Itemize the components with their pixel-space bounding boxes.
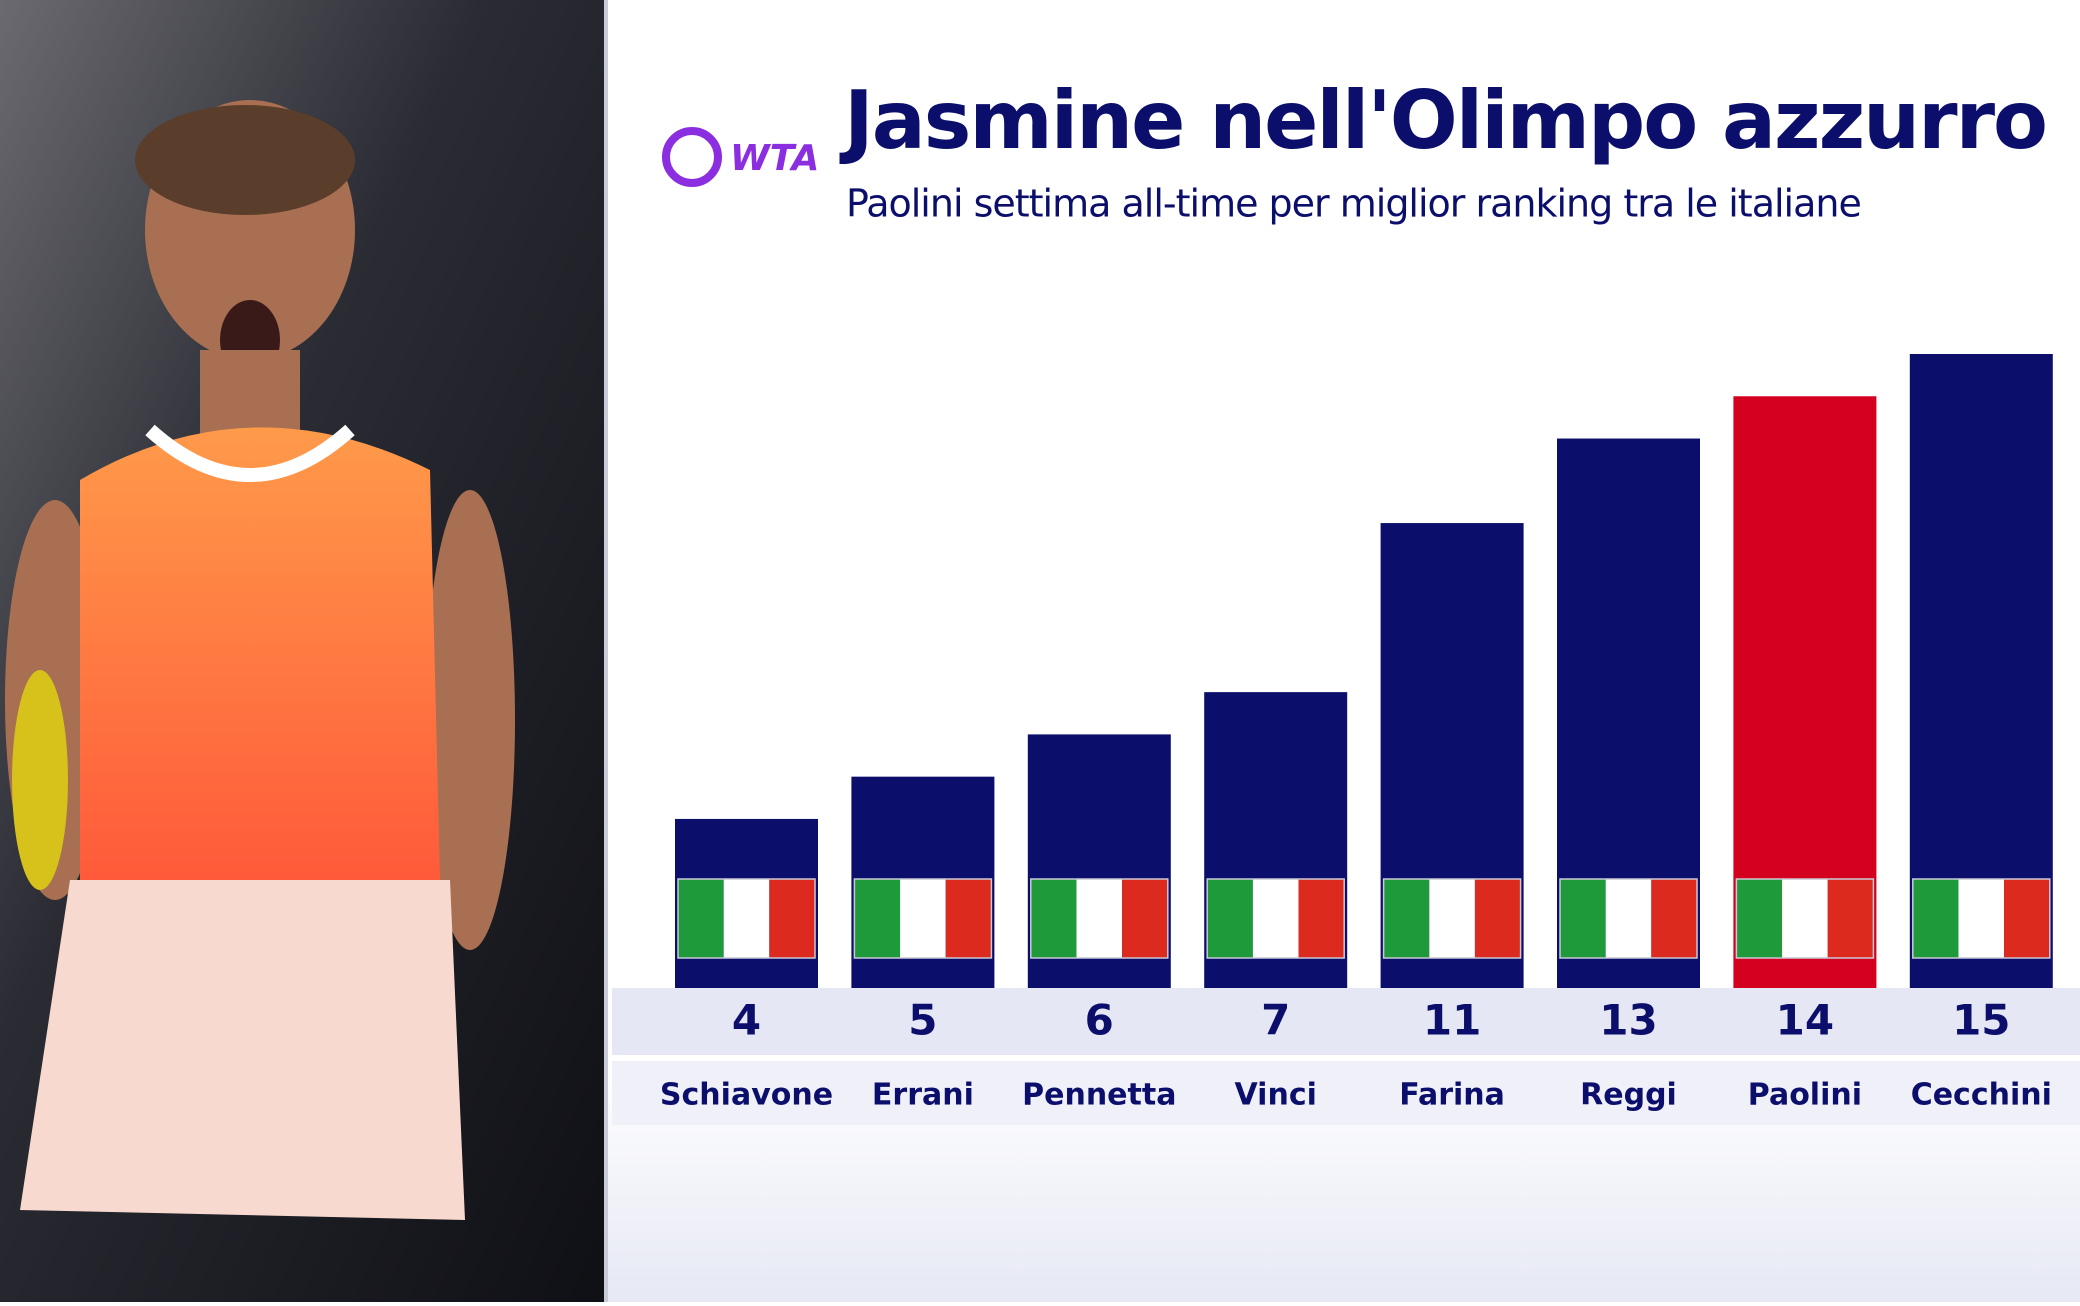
chart-title: Jasmine nell'Olimpo azzurro [839,74,2046,167]
flag-border [677,878,816,959]
flag-green [1383,879,1430,958]
flag-white [1429,879,1475,958]
x-tick-label: Errani [872,1078,974,1113]
value-label: 14 [1776,996,1834,1045]
value-label: 4 [732,996,761,1045]
value-label: 13 [1599,996,1657,1045]
name-band [612,1061,2080,1125]
flag-white [1605,879,1652,958]
flag-white [900,879,946,958]
flag-white [723,879,770,958]
value-label: 5 [908,996,937,1045]
flag-red [1122,879,1168,958]
flag-border [853,878,993,959]
x-tick-label: Pennetta [1022,1078,1176,1113]
chart-subtitle: Paolini settima all-time per miglior ran… [846,182,1861,226]
flag-red [1827,879,1874,958]
flag-green [1560,879,1606,958]
flag-red [1298,879,1345,958]
flag-red [2004,879,2050,958]
flag-green [1030,879,1077,958]
wta-logo: WTA [662,127,819,187]
flag-green [1912,879,1959,958]
flag-border [1559,878,1698,959]
x-tick-label: Paolini [1748,1078,1862,1113]
flag-border [1382,878,1522,959]
flag-white [1958,879,2005,958]
flag-border [1030,878,1169,959]
flag-green [854,879,901,958]
value-label: 6 [1085,996,1114,1045]
flag-white [1076,879,1123,958]
value-label: 7 [1261,996,1290,1045]
flag-border [1735,878,1875,959]
x-tick-label: Vinci [1234,1078,1316,1113]
flag-green [678,879,724,958]
flag-red [945,879,992,958]
flag-border [1912,878,2051,959]
flag-white [1782,879,1828,958]
value-label: 11 [1423,996,1481,1045]
value-band [612,988,2080,1055]
flag-red [769,879,815,958]
photo [0,0,608,1302]
flag-border [1206,878,1345,959]
logo-text: WTA [730,138,819,179]
flag-green [1736,879,1783,958]
x-tick-label: Schiavone [660,1078,833,1113]
value-label: 15 [1952,996,2010,1045]
flag-red [1474,879,1521,958]
flag-green [1207,879,1253,958]
flag-red [1651,879,1697,958]
x-tick-label: Reggi [1580,1078,1677,1113]
x-tick-label: Farina [1399,1078,1505,1113]
x-tick-label: Cecchini [1911,1078,2052,1113]
flag-white [1252,879,1299,958]
